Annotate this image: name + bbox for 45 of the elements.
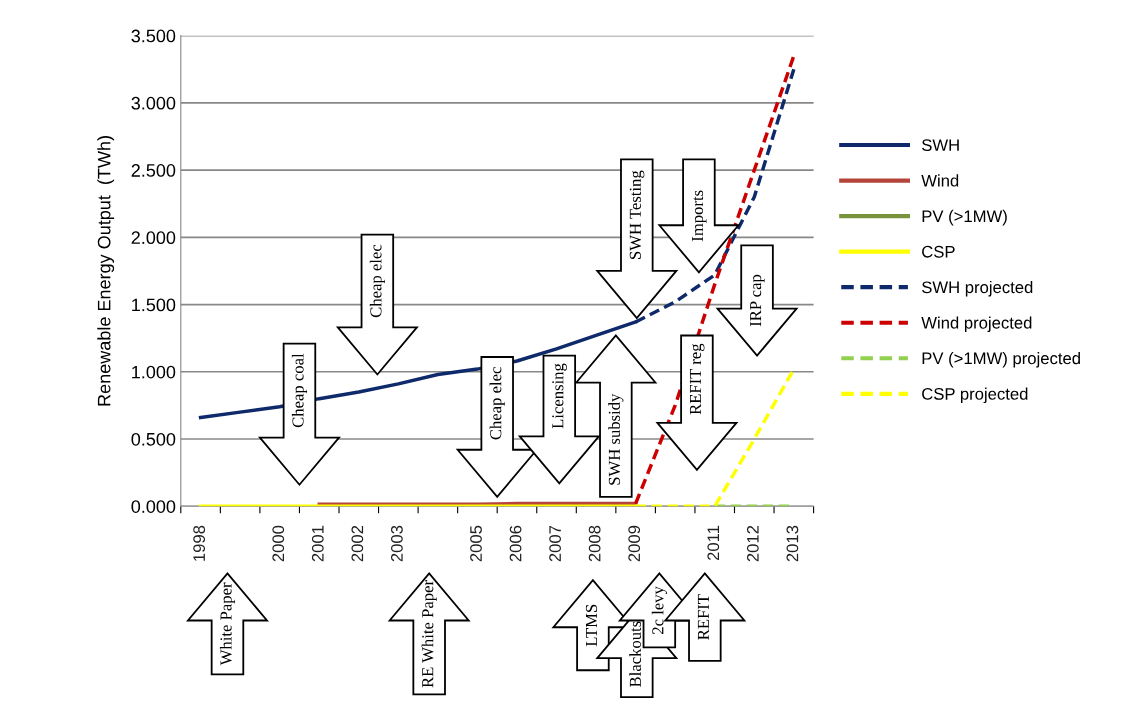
x-tick-label: 2002 <box>351 525 364 562</box>
x-tick-label: 2006 <box>509 525 522 562</box>
x-tick-label: 2001 <box>311 525 324 562</box>
annotation: REFIT reg <box>689 343 705 415</box>
x-tick-label: 2012 <box>746 525 759 562</box>
annotation: Licensing <box>552 363 567 429</box>
annotation: Cheap elec <box>369 244 385 318</box>
y-tick-label: 1.500 <box>132 298 176 312</box>
y-tick-label: 1.000 <box>132 365 176 379</box>
y-tick-label: 0.000 <box>131 500 176 513</box>
x-tick-label: 2008 <box>588 525 601 562</box>
x-tick-label: 2005 <box>470 525 482 562</box>
y-tick-label: 3.500 <box>131 29 176 43</box>
legend-label: PV (>1MW) <box>922 209 1007 226</box>
text: REFIT <box>697 594 709 640</box>
x-tick-label: 1998 <box>193 525 206 561</box>
annotation: Cheap coal <box>291 353 308 428</box>
x-tick-label: 2007 <box>549 525 561 562</box>
x-tick-label: 2000 <box>272 525 285 562</box>
x-tick-label: 2009 <box>628 525 641 562</box>
text: RE White Paper <box>421 580 437 688</box>
annotation: Cheap elec <box>489 367 505 440</box>
annotation: Imports <box>692 190 707 242</box>
x-tick-label: 2011 <box>707 525 720 561</box>
annotation: IRP cap <box>750 274 765 327</box>
x-tick-label: 2003 <box>391 525 403 562</box>
legend-label: SWH <box>922 139 959 152</box>
y-tick-label: 0.500 <box>131 432 176 446</box>
annotation: SWH Testing <box>629 170 645 259</box>
y-tick-label: 2.000 <box>131 231 176 245</box>
x-tick-label: 2013 <box>786 525 799 562</box>
legend-label: PV (>1MW) projected <box>922 352 1080 368</box>
text: LTMS <box>585 604 598 647</box>
y-tick-label: 2.500 <box>131 164 176 177</box>
text: White Paper <box>219 582 236 666</box>
annotation: SWH subsidy <box>608 393 624 485</box>
text: 2c levy <box>651 586 667 634</box>
y-tick-label: 3.000 <box>131 96 176 110</box>
legend-label: Wind projected <box>921 316 1032 333</box>
legend-label: CSP <box>922 245 955 258</box>
text: Blackouts <box>629 621 641 687</box>
y-axis-title: Renewable Energy Output (TWh) <box>97 136 115 406</box>
legend-label: Wind <box>921 174 959 187</box>
legend-label: CSP projected <box>922 387 1028 404</box>
legend-label: SWH projected <box>922 280 1033 297</box>
